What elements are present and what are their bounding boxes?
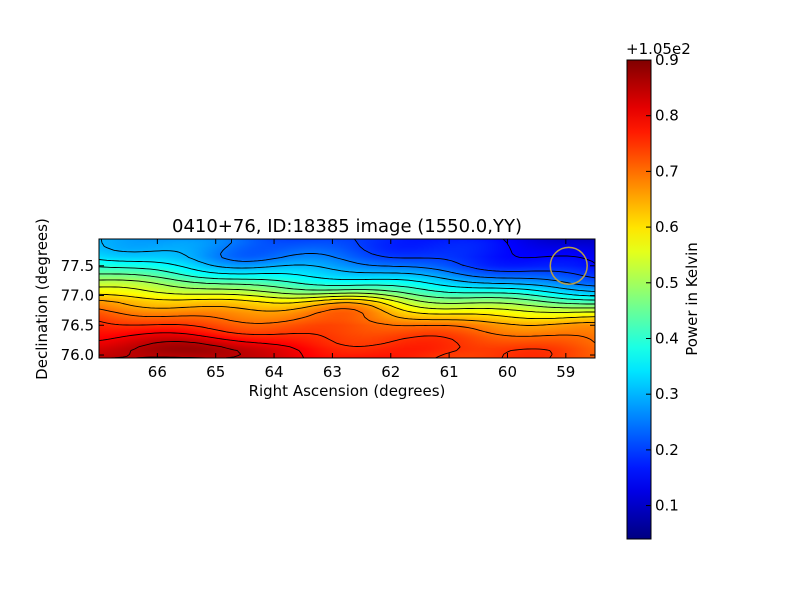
y-tick-label: 76.0: [61, 346, 94, 364]
contour-line: [99, 273, 595, 305]
y-axis: 76.0 76.5 77.0 77.5: [61, 257, 595, 364]
x-tick-label: 60: [498, 363, 517, 381]
colorbar-tick-label: 0.3: [655, 385, 679, 403]
plot-frame: [98, 238, 596, 359]
contour-line: [99, 266, 595, 301]
y-axis-label: Declination (degrees): [33, 218, 51, 380]
colorbar-tick-label: 0.1: [655, 497, 679, 515]
colorbar-frame: [626, 59, 652, 540]
plot-area: [98, 238, 596, 359]
heatmap-image: [99, 239, 595, 358]
y-tick-label: 77.0: [61, 287, 94, 305]
x-tick-label: 64: [265, 363, 284, 381]
colorbar-tick-label: 0.7: [655, 162, 679, 180]
colorbar-gradient: [627, 60, 651, 539]
colorbar-tick-label: 0.2: [655, 441, 679, 459]
colorbar-offset-label: +1.05e2: [626, 40, 691, 58]
contour-line: [99, 299, 595, 326]
x-tick-label: 66: [148, 363, 167, 381]
y-tick-label: 77.5: [61, 257, 94, 275]
heatmap-holder: [99, 239, 595, 358]
colorbar-tick-label: 0.4: [655, 329, 679, 347]
x-axis-label: Right Ascension (degrees): [249, 382, 446, 400]
colorbar-tick-label: 0.9: [655, 51, 679, 69]
x-tick-label: 63: [323, 363, 342, 381]
x-axis: 66 65 64 63 62 61 60 59: [148, 239, 575, 381]
colorbar: 0.1 0.2 0.3 0.4 0.5 0.6 0.7 0.8 0.9 +1.05e2 Powe…: [626, 40, 701, 540]
contour-lines: [99, 239, 595, 358]
contour-line: [100, 239, 595, 292]
x-tick-label: 62: [381, 363, 400, 381]
contour-line: [99, 293, 595, 320]
x-tick-label: 59: [556, 363, 575, 381]
contour-line: [99, 286, 595, 313]
contour-line: [354, 239, 595, 279]
contour-line: [99, 259, 595, 297]
colorbar-tick-label: 0.5: [655, 274, 679, 292]
contour-line: [99, 332, 305, 358]
chart-title: 0410+76, ID:18385 image (1550.0,YY): [172, 216, 522, 237]
x-tick-label: 61: [440, 363, 459, 381]
x-tick-label: 65: [206, 363, 225, 381]
contour-line: [99, 308, 595, 344]
contour-line: [99, 279, 595, 309]
colorbar-label: Power in Kelvin: [683, 242, 701, 356]
colorbar-ticks: 0.1 0.2 0.3 0.4 0.5 0.6 0.7 0.8 0.9: [646, 51, 679, 515]
beam-marker: [549, 246, 588, 285]
colorbar-tick-label: 0.6: [655, 218, 679, 236]
colorbar-tick-label: 0.8: [655, 107, 679, 125]
y-tick-label: 76.5: [61, 316, 94, 334]
